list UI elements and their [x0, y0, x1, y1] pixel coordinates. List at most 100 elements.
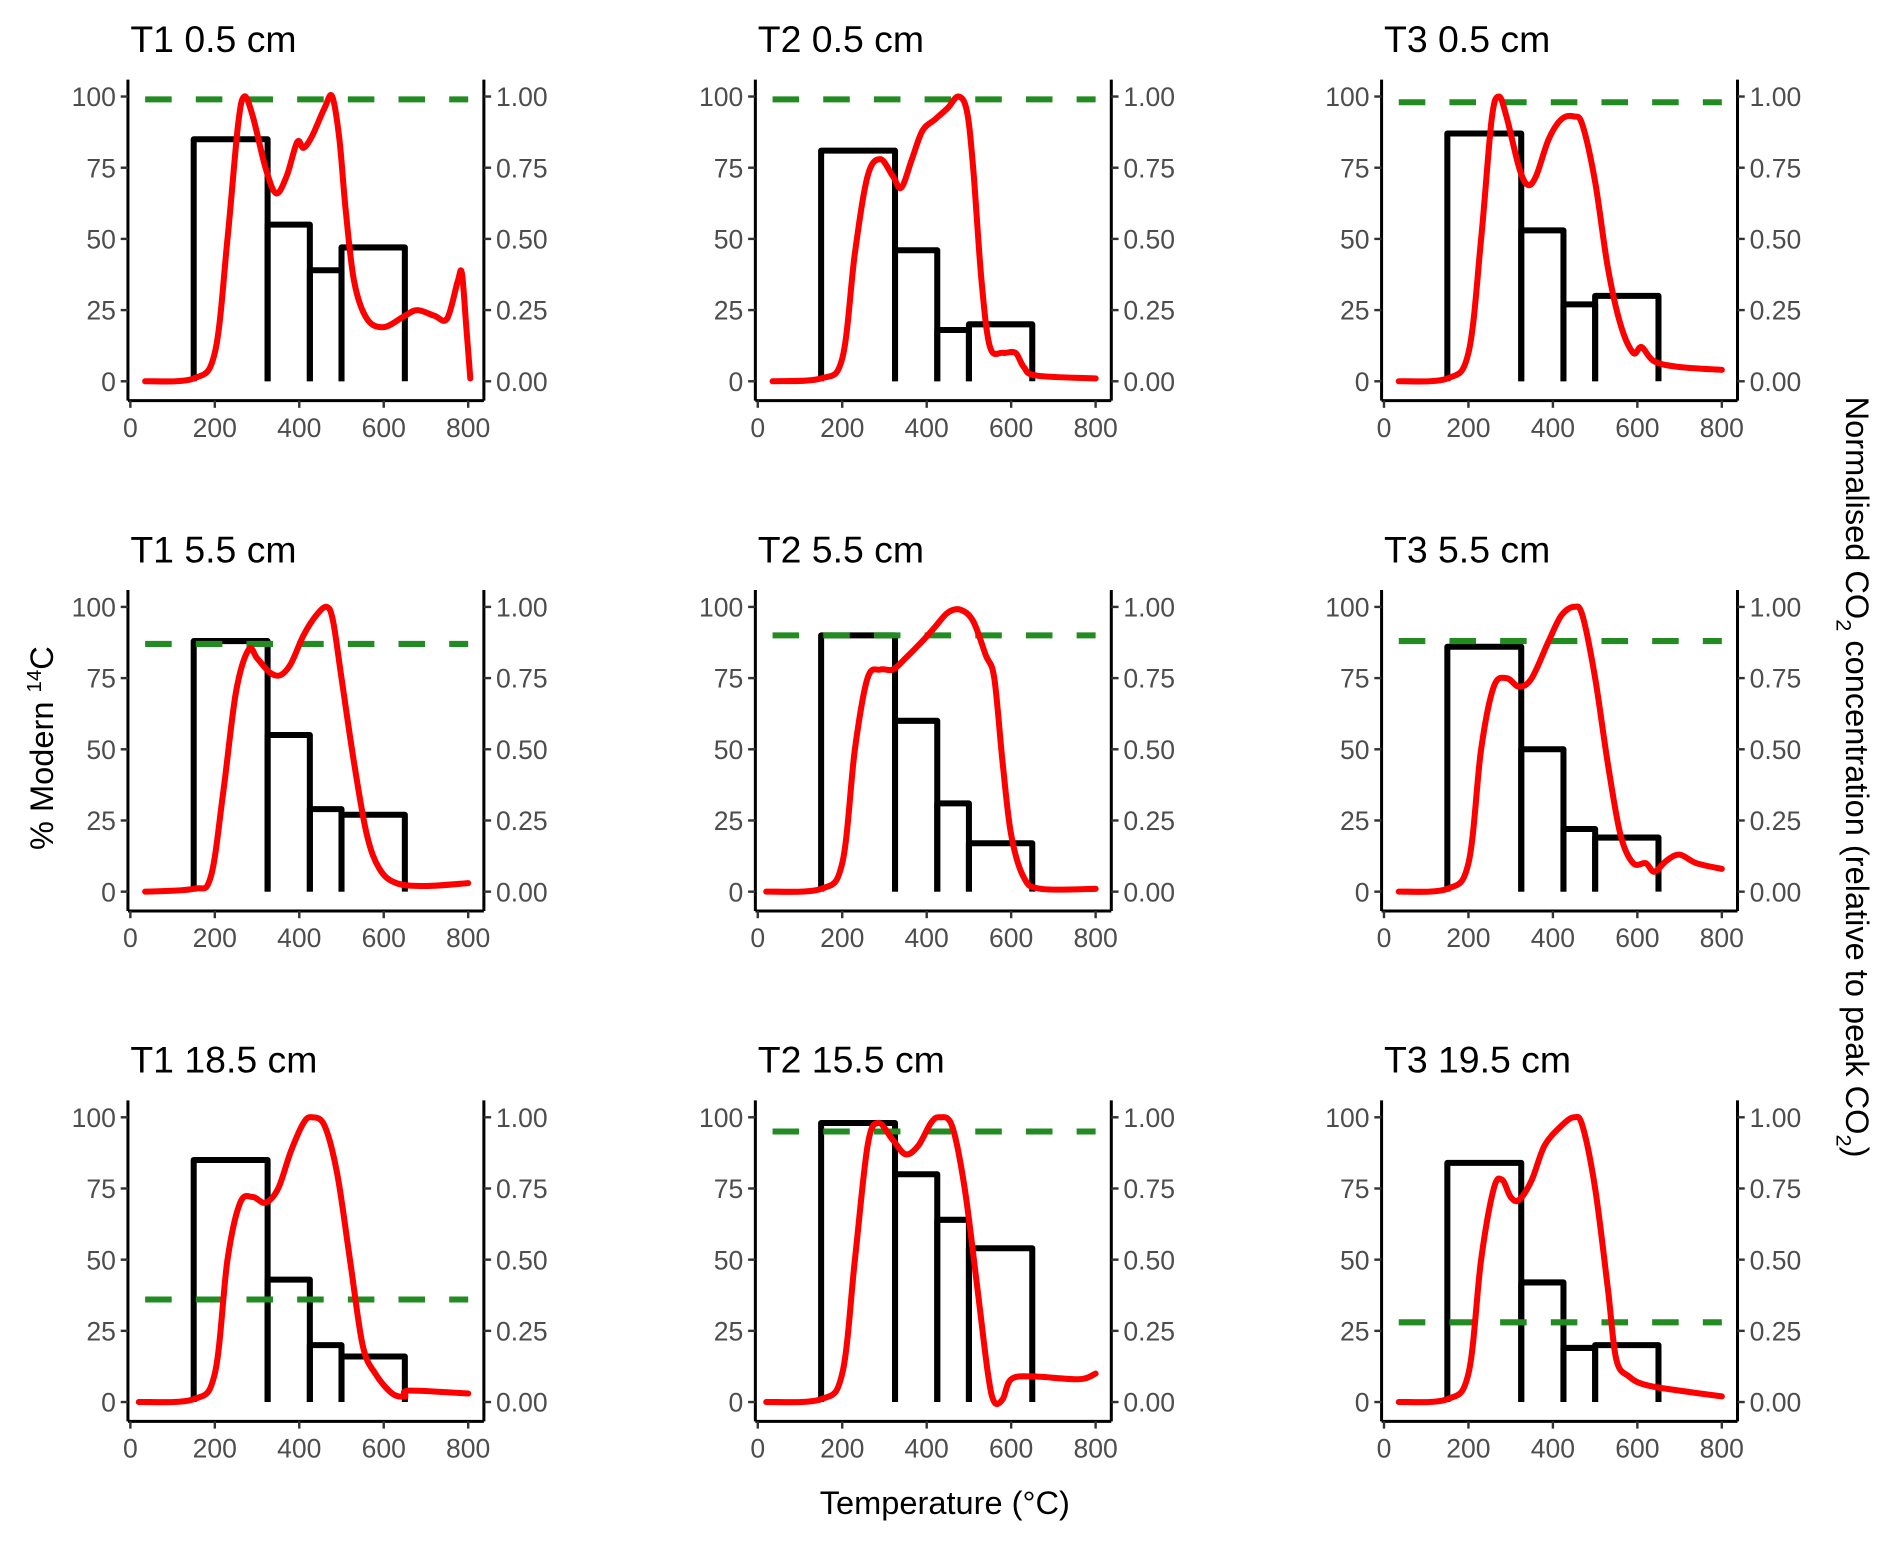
- panel-title: T2 5.5 cm: [758, 528, 924, 570]
- y-tick-label-right: 0.00: [1750, 367, 1802, 397]
- y-tick-label-right: 0.75: [1123, 664, 1175, 694]
- c14-bar: [892, 717, 941, 892]
- co2-curve: [1395, 93, 1725, 385]
- y-tick-label-right: 0.50: [1123, 735, 1175, 765]
- x-tick-label: 400: [1531, 1434, 1575, 1464]
- x-tick-label: 0: [750, 413, 765, 443]
- y-tick-label-left: 0: [729, 1388, 744, 1418]
- x-tick-label: 600: [1615, 413, 1659, 443]
- y-tick-label-right: 0.50: [496, 225, 548, 255]
- panel-title: T1 0.5 cm: [130, 18, 296, 60]
- y-tick-label-right: 0.25: [1750, 1317, 1802, 1347]
- y-tick-label-right: 0.75: [496, 153, 548, 183]
- y-tick-label-right: 1.00: [1123, 1103, 1175, 1133]
- y-tick-label-right: 0.50: [1123, 1245, 1175, 1275]
- y-tick-label-right: 1.00: [1750, 1103, 1802, 1133]
- y-tick-label-left: 75: [86, 664, 116, 694]
- y-tick-label-right: 1.00: [1123, 593, 1175, 623]
- y-tick-label-left: 0: [729, 877, 744, 907]
- x-tick-label: 600: [362, 923, 406, 953]
- x-tick-label: 0: [1377, 413, 1392, 443]
- panel-title: T3 19.5 cm: [1384, 1039, 1571, 1081]
- panel: T2 0.5 cm 0 0.00 25 0.25 50 0.50 75 0.75 100 1.00 0…: [699, 18, 1175, 443]
- y-tick-label-right: 0.50: [496, 735, 548, 765]
- x-tick-label: 800: [446, 923, 490, 953]
- co2-curve: [1395, 1113, 1725, 1406]
- y-tick-label-right: 0.50: [496, 1245, 548, 1275]
- x-tick-label: 800: [446, 1434, 490, 1464]
- y-tick-label-left: 50: [86, 225, 116, 255]
- x-tick-label: 400: [1531, 923, 1575, 953]
- panel: T2 5.5 cm 0 0.00 25 0.25 50 0.50 75 0.75 100 1.00 0…: [699, 528, 1175, 953]
- panel-title: T1 5.5 cm: [130, 528, 296, 570]
- y-tick-label-left: 75: [714, 664, 744, 694]
- y-tick-label-left: 25: [1340, 806, 1370, 836]
- panel: T1 18.5 cm 0 0.00 25 0.25 50 0.50 75 0.75 100 1.00…: [72, 1039, 548, 1464]
- y-tick-label-right: 0.00: [1750, 877, 1802, 907]
- panel-title: T3 0.5 cm: [1384, 18, 1550, 60]
- y-tick-label-right: 1.00: [1750, 593, 1802, 623]
- c14-bar: [306, 267, 345, 382]
- y-tick-label-right: 0.75: [496, 664, 548, 694]
- c14-bar: [264, 732, 313, 892]
- x-tick-label: 0: [1377, 923, 1392, 953]
- x-tick-label: 0: [1377, 1434, 1392, 1464]
- c14-bar: [934, 800, 972, 892]
- x-tick-label: 200: [193, 413, 237, 443]
- y-tick-label-left: 25: [714, 806, 744, 836]
- y-tick-label-right: 1.00: [1123, 82, 1175, 112]
- x-tick-label: 800: [446, 413, 490, 443]
- x-tick-label: 0: [123, 1434, 138, 1464]
- x-tick-label: 400: [277, 923, 321, 953]
- x-tick-label: 200: [820, 413, 864, 443]
- x-axis-label: Temperature (°C): [820, 1485, 1070, 1521]
- x-tick-label: 200: [820, 1434, 864, 1464]
- y-tick-label-left: 75: [86, 153, 116, 183]
- y-tick-label-left: 75: [1340, 153, 1370, 183]
- y-tick-label-left: 0: [101, 367, 116, 397]
- x-tick-label: 400: [1531, 413, 1575, 443]
- y-tick-label-left: 100: [699, 1103, 743, 1133]
- x-tick-label: 800: [1700, 413, 1744, 443]
- co2-curve: [763, 1114, 1099, 1408]
- x-tick-label: 200: [193, 1434, 237, 1464]
- y-tick-label-right: 1.00: [496, 1103, 548, 1133]
- x-tick-label: 800: [1700, 1434, 1744, 1464]
- y-tick-label-left: 75: [714, 153, 744, 183]
- y-tick-label-left: 0: [729, 367, 744, 397]
- y-tick-label-left: 100: [699, 593, 743, 623]
- c14-bar: [1518, 227, 1567, 382]
- co2-curve: [135, 1114, 472, 1406]
- c14-bar: [1560, 301, 1599, 382]
- x-tick-label: 600: [989, 1434, 1033, 1464]
- x-tick-label: 200: [193, 923, 237, 953]
- x-tick-label: 400: [905, 413, 949, 443]
- y-tick-label-left: 25: [86, 806, 116, 836]
- y-tick-label-right: 0.25: [1750, 806, 1802, 836]
- y-tick-label-left: 25: [86, 296, 116, 326]
- c14-bar: [818, 1119, 899, 1403]
- c14-bar: [965, 1245, 1036, 1403]
- right-y-axis-label: Normalised CO2 concentration (relative t…: [1831, 397, 1875, 1158]
- y-tick-label-left: 25: [1340, 296, 1370, 326]
- y-tick-label-right: 0.25: [1123, 806, 1175, 836]
- co2-curve: [142, 603, 472, 895]
- co2-curve: [769, 93, 1099, 385]
- x-tick-label: 200: [1446, 413, 1490, 443]
- y-tick-label-left: 100: [1325, 1103, 1369, 1133]
- y-tick-label-left: 50: [86, 735, 116, 765]
- c14-bar: [1592, 1342, 1662, 1403]
- x-tick-label: 600: [989, 413, 1033, 443]
- y-tick-label-right: 0.75: [1750, 664, 1802, 694]
- y-tick-label-left: 75: [1340, 1174, 1370, 1204]
- y-tick-label-right: 1.00: [1750, 82, 1802, 112]
- panel: T3 0.5 cm 0 0.00 25 0.25 50 0.50 75 0.75 100 1.00 0…: [1325, 18, 1801, 443]
- c14-bar: [934, 327, 972, 382]
- c14-bar: [892, 1171, 941, 1403]
- y-tick-label-right: 1.00: [496, 593, 548, 623]
- y-tick-label-left: 0: [101, 877, 116, 907]
- y-tick-label-right: 0.25: [1123, 296, 1175, 326]
- y-tick-label-right: 0.00: [1750, 1388, 1802, 1418]
- c14-bar: [338, 1353, 408, 1403]
